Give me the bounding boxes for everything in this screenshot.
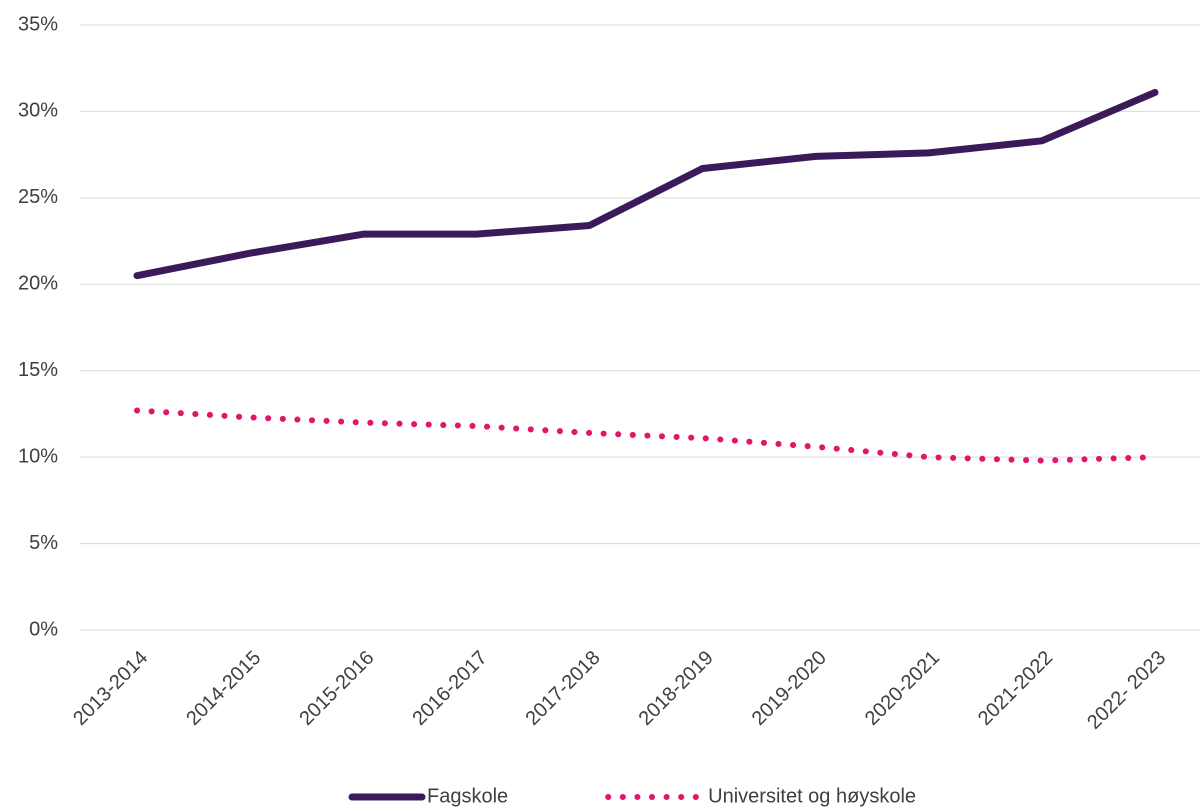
y-tick-label: 15% — [18, 359, 58, 381]
x-tick-label: 2018-2019 — [635, 647, 718, 730]
y-tick-label: 10% — [18, 445, 58, 467]
y-tick-label: 25% — [18, 186, 58, 208]
x-tick-label: 2014-2015 — [182, 647, 265, 730]
x-tick-label: 2017-2018 — [522, 647, 605, 730]
x-tick-label: 2021-2022 — [974, 647, 1057, 730]
x-tick-label: 2022- 2023 — [1083, 647, 1170, 734]
y-tick-label: 30% — [18, 100, 58, 122]
series-line — [134, 407, 1158, 464]
x-tick-label: 2019-2020 — [748, 647, 831, 730]
y-tick-label: 35% — [18, 13, 58, 35]
y-tick-label: 5% — [29, 532, 58, 554]
legend-label: Fagskole — [427, 785, 508, 807]
y-tick-label: 20% — [18, 273, 58, 295]
series-line — [133, 88, 1159, 280]
x-tick-label: 2016-2017 — [408, 647, 491, 730]
x-tick-label: 2013-2014 — [69, 647, 152, 730]
legend-label: Universitet og høyskole — [708, 785, 916, 807]
x-tick-label: 2020-2021 — [861, 647, 944, 730]
y-tick-label: 0% — [29, 618, 58, 640]
x-tick-label: 2015-2016 — [295, 647, 378, 730]
